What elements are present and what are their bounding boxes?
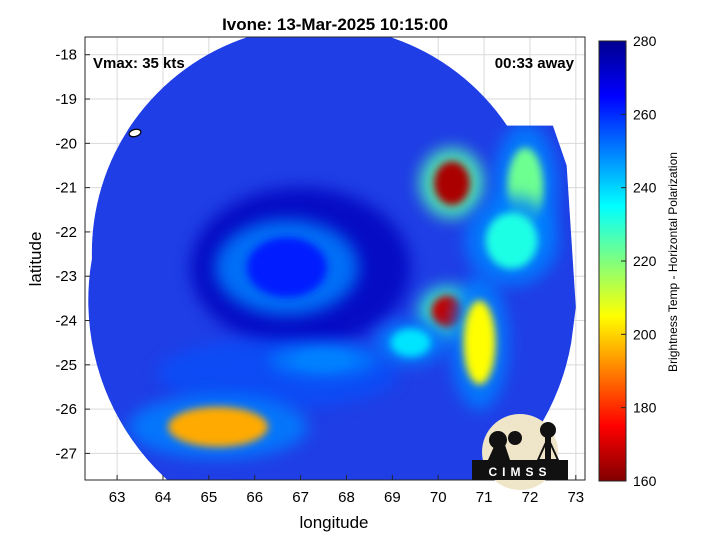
cimss-logo-text: CIMSS [488,465,551,479]
x-tick-label: 69 [384,489,401,506]
brightness-temperature-swath [88,37,576,480]
swath-feature [433,161,470,206]
x-tick-label: 67 [292,489,309,506]
colorbar-tick-label: 220 [633,253,657,269]
swath-feature [246,237,327,298]
colorbar-tick-label: 200 [633,326,657,342]
y-tick-label: -21 [55,180,77,197]
x-tick-label: 72 [522,489,539,506]
y-axis-ticks: -18 -19 -20 -21 -22 -23 -24 -25 -26 -27 [55,47,90,462]
y-axis-label: latitude [26,232,45,287]
colorbar-tick-label: 160 [633,473,657,489]
x-tick-label: 73 [567,489,584,506]
colorbar-tick-label: 180 [633,400,657,416]
colorbar-label: Brightness Temp - Horizontal Polarizatio… [666,152,680,372]
swath-feature [168,406,269,447]
colorbar: 280 260 240 220 200 180 160 Brightness Temp - … [598,33,680,489]
x-tick-label: 63 [109,489,126,506]
cimss-logo: CIMSS [472,414,568,490]
y-tick-label: -18 [55,47,77,64]
y-tick-label: -27 [55,445,77,462]
x-tick-label: 66 [246,489,263,506]
y-tick-label: -20 [55,135,77,152]
swath-feature [293,350,354,371]
plot-frame [84,36,586,481]
y-tick-label: -22 [55,224,77,241]
y-tick-label: -19 [55,91,77,108]
x-tick-label: 71 [476,489,493,506]
y-tick-label: -24 [55,313,77,330]
y-tick-label: -23 [55,268,77,285]
x-tick-label: 64 [155,489,172,506]
x-tick-label: 68 [338,489,355,506]
x-tick-label: 70 [430,489,447,506]
small-cloud-marker [128,128,142,138]
x-axis-ticks: 63 64 65 66 67 68 69 70 71 72 73 [109,475,584,506]
x-axis-label: longitude [299,513,368,532]
y-tick-label: -26 [55,401,77,418]
swath-feature [485,212,538,269]
swath-feature [463,300,496,385]
colorbar-tick-label: 260 [633,106,657,122]
y-tick-label: -25 [55,357,77,374]
time-away-label: 00:33 away [495,55,575,72]
chart-title: Ivone: 13-Mar-2025 10:15:00 [222,15,448,34]
x-tick-label: 65 [201,489,218,506]
colorbar-tick-label: 280 [633,33,657,49]
vmax-label: Vmax: 35 kts [93,55,185,72]
swath-feature [390,328,431,357]
colorbar-tick-label: 240 [633,180,657,196]
colorbar-ticks: 280 260 240 220 200 180 160 [621,33,657,489]
